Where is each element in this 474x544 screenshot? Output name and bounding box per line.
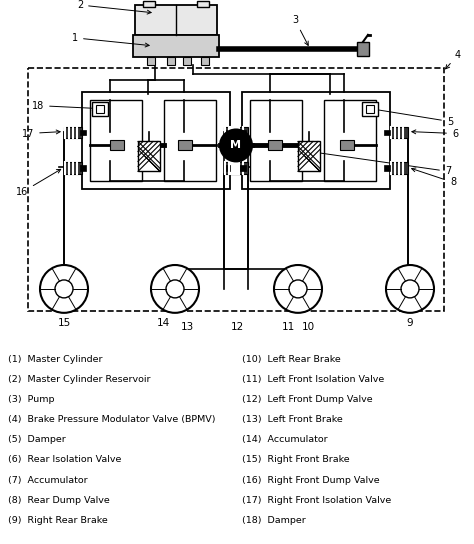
Bar [92, 102, 108, 115]
Text: 8: 8 [411, 168, 456, 187]
Text: 9: 9 [407, 318, 413, 328]
Bar [230, 127, 248, 139]
Bar [224, 127, 242, 139]
Circle shape [289, 280, 307, 298]
Bar [357, 42, 369, 56]
Bar [138, 141, 160, 171]
Text: (17)  Right Front Isolation Valve: (17) Right Front Isolation Valve [242, 496, 391, 505]
Bar [164, 100, 216, 181]
Text: (14)  Accumulator: (14) Accumulator [242, 435, 328, 444]
Text: (10)  Left Rear Brake: (10) Left Rear Brake [242, 355, 341, 364]
Bar [324, 100, 376, 181]
Bar [250, 100, 302, 181]
Text: (16)  Right Front Dump Valve: (16) Right Front Dump Valve [242, 475, 380, 485]
Text: (11)  Left Front Isolation Valve: (11) Left Front Isolation Valve [242, 375, 384, 384]
Text: 12: 12 [230, 322, 244, 332]
Text: 16: 16 [16, 169, 61, 197]
Bar [240, 165, 246, 171]
Bar [167, 57, 175, 65]
Text: 10: 10 [301, 322, 315, 332]
Bar [143, 1, 155, 7]
Bar [197, 1, 209, 7]
Text: (6)  Rear Isolation Valve: (6) Rear Isolation Valve [8, 455, 121, 465]
Text: (15)  Right Front Brake: (15) Right Front Brake [242, 455, 350, 465]
Bar [384, 129, 390, 135]
Bar [64, 163, 82, 174]
Bar [230, 163, 248, 174]
Circle shape [166, 280, 184, 298]
Text: 11: 11 [282, 322, 295, 332]
Bar [80, 165, 86, 171]
Circle shape [151, 265, 199, 313]
Bar [390, 163, 408, 174]
Text: (3)  Pump: (3) Pump [8, 395, 55, 404]
Bar [242, 91, 390, 189]
Text: 13: 13 [181, 322, 193, 332]
Text: 14: 14 [156, 318, 170, 328]
Bar [268, 140, 282, 151]
Bar [96, 104, 104, 113]
Text: (2)  Master Cylinder Reservoir: (2) Master Cylinder Reservoir [8, 375, 151, 384]
Bar [82, 91, 230, 189]
Circle shape [220, 129, 252, 162]
Bar [240, 129, 246, 135]
Text: (7)  Accumulator: (7) Accumulator [8, 475, 88, 485]
Text: (9)  Right Rear Brake: (9) Right Rear Brake [8, 516, 108, 525]
Bar [90, 100, 142, 181]
Bar [224, 163, 242, 174]
Bar [147, 57, 155, 65]
Bar [133, 35, 219, 57]
Text: (12)  Left Front Dump Valve: (12) Left Front Dump Valve [242, 395, 373, 404]
Bar [178, 140, 192, 151]
Text: (13)  Left Front Brake: (13) Left Front Brake [242, 415, 343, 424]
Text: (18)  Damper: (18) Damper [242, 516, 306, 525]
Circle shape [386, 265, 434, 313]
Text: 4: 4 [446, 50, 461, 69]
Text: 2: 2 [77, 0, 151, 14]
Bar [224, 129, 230, 135]
Text: (8)  Rear Dump Valve: (8) Rear Dump Valve [8, 496, 110, 505]
Text: 6: 6 [412, 128, 458, 139]
Bar [201, 57, 209, 65]
Bar [366, 104, 374, 113]
Text: 3: 3 [292, 15, 308, 45]
Bar [135, 5, 217, 35]
Circle shape [55, 280, 73, 298]
Text: (4)  Brake Pressure Modulator Valve (BPMV): (4) Brake Pressure Modulator Valve (BPMV… [8, 415, 216, 424]
Circle shape [274, 265, 322, 313]
Bar [340, 140, 354, 151]
Text: 7: 7 [313, 151, 451, 176]
Text: (1)  Master Cylinder: (1) Master Cylinder [8, 355, 102, 364]
Circle shape [401, 280, 419, 298]
Text: 1: 1 [72, 33, 149, 47]
Bar [362, 102, 378, 115]
Circle shape [40, 265, 88, 313]
Bar [298, 141, 320, 171]
Text: 17: 17 [22, 128, 60, 139]
Bar [384, 165, 390, 171]
Bar [224, 165, 230, 171]
Bar [80, 129, 86, 135]
Text: 5: 5 [374, 108, 453, 127]
Text: 18: 18 [32, 101, 96, 110]
Text: (5)  Damper: (5) Damper [8, 435, 66, 444]
Bar [183, 57, 191, 65]
Bar [64, 127, 82, 139]
Bar [28, 68, 444, 311]
Bar [110, 140, 124, 151]
Bar [390, 127, 408, 139]
Text: M: M [230, 140, 241, 151]
Text: 15: 15 [57, 318, 71, 328]
